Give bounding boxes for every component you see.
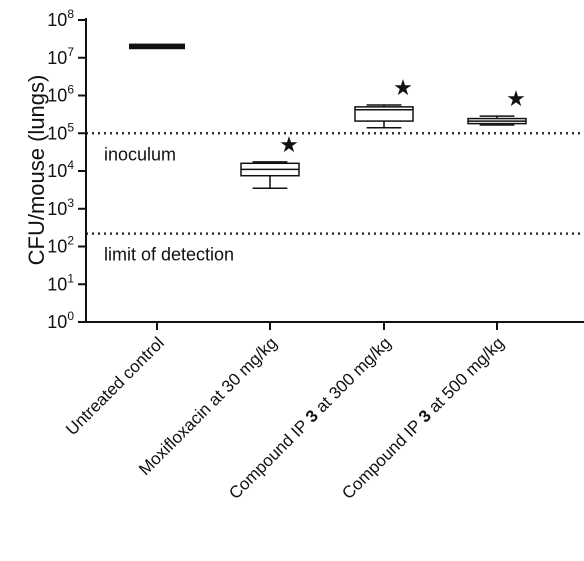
- category-label: Untreated control: [62, 333, 168, 439]
- box-group: [129, 43, 185, 50]
- y-tick-base: 10: [47, 274, 67, 294]
- category-label-pre: Compound IP: [225, 413, 315, 503]
- y-tick-exponent: 4: [67, 158, 74, 172]
- y-tick-label: 103: [47, 196, 74, 219]
- y-tick-base: 10: [47, 48, 67, 68]
- y-tick-exponent: 0: [67, 309, 74, 323]
- significance-star: ★: [393, 75, 413, 100]
- y-tick-base: 10: [47, 86, 67, 106]
- y-tick-exponent: 1: [67, 271, 74, 285]
- box-group: ★: [240, 132, 300, 189]
- y-tick-label: 108: [47, 7, 74, 30]
- y-tick-base: 10: [47, 199, 67, 219]
- y-tick-exponent: 7: [67, 45, 74, 59]
- box-series: ★ ★ ★: [129, 43, 527, 189]
- y-tick-base: 10: [47, 161, 67, 181]
- y-tick-base: 10: [47, 312, 67, 332]
- y-tick-label: 107: [47, 45, 74, 68]
- box-group: ★: [467, 86, 527, 126]
- y-tick-label: 102: [47, 234, 74, 257]
- reference-lines: inoculum limit of detection: [86, 132, 584, 265]
- y-tick-label: 101: [47, 271, 74, 294]
- reference-line-label: limit of detection: [104, 245, 234, 265]
- reference-line-label: inoculum: [104, 144, 176, 164]
- category-label-post: at 300 mg/kg: [309, 333, 395, 419]
- significance-star: ★: [279, 132, 299, 157]
- y-axis-label: CFU/mouse (lungs): [24, 75, 49, 266]
- y-tick-label: 100: [47, 309, 74, 332]
- category-label-pre: Untreated control: [62, 333, 168, 439]
- y-tick-exponent: 5: [67, 120, 74, 134]
- y-tick-base: 10: [47, 10, 67, 30]
- y-tick-label: 106: [47, 83, 74, 106]
- y-tick-exponent: 8: [67, 7, 74, 21]
- y-tick-label: 104: [47, 158, 74, 181]
- y-tick-base: 10: [47, 237, 67, 257]
- box-group: ★: [354, 75, 414, 129]
- y-tick-label: 105: [47, 120, 74, 143]
- y-tick-exponent: 3: [67, 196, 74, 210]
- category-label-pre: Compound IP: [338, 413, 428, 503]
- category-label-post: at 500 mg/kg: [422, 333, 508, 419]
- y-tick-exponent: 2: [67, 234, 74, 248]
- y-tick-exponent: 6: [67, 83, 74, 97]
- significance-star: ★: [506, 86, 526, 111]
- y-tick-base: 10: [47, 123, 67, 143]
